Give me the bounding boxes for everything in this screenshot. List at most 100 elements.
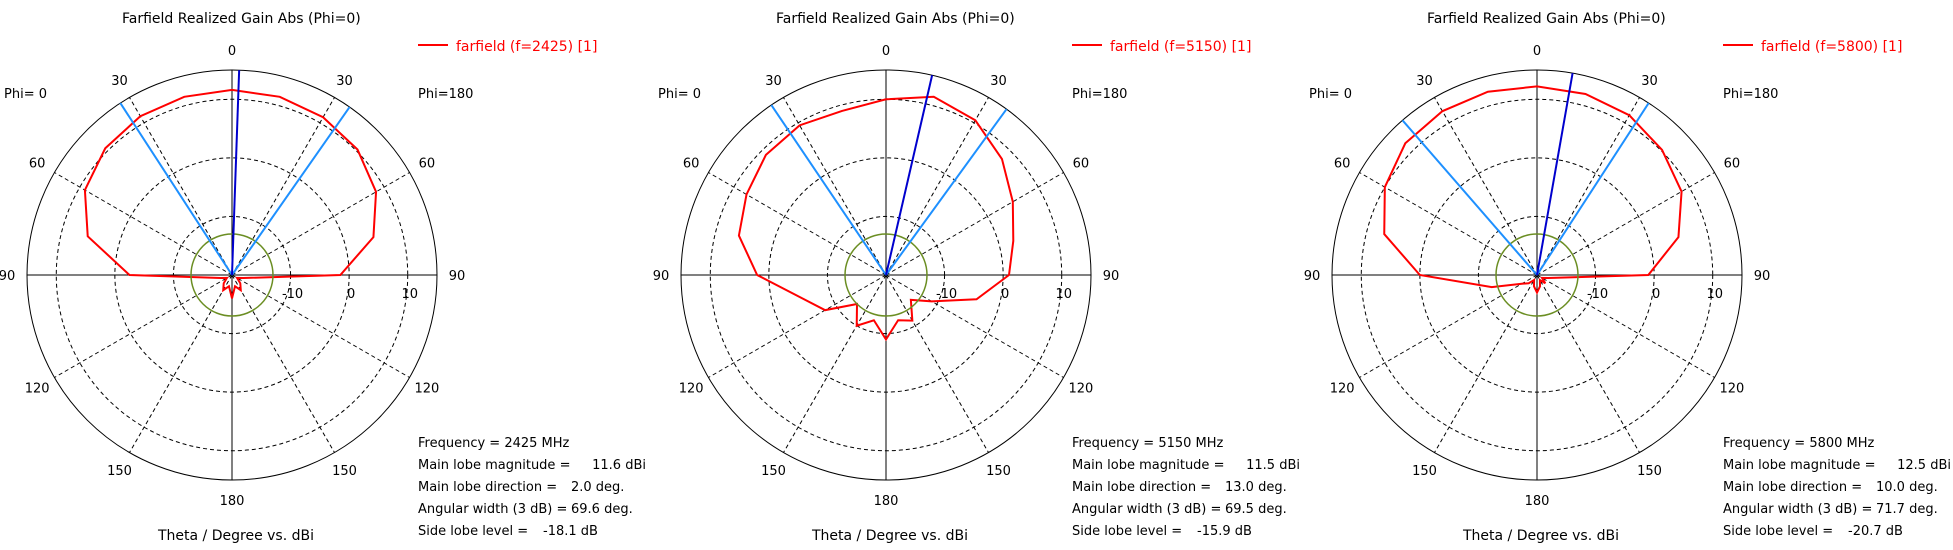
angle-grid-line xyxy=(231,172,410,276)
info-side-lobe-level-label: Side lobe level = xyxy=(1072,524,1182,539)
info-side-lobe-level-value: -18.1 dB xyxy=(543,524,598,539)
info-side-lobe-level-label: Side lobe level = xyxy=(1723,524,1833,539)
angle-tick-label: 150 xyxy=(1412,464,1437,479)
radial-tick-label: -10 xyxy=(936,287,957,302)
angle-tick-label: 30 xyxy=(111,74,128,89)
angle-grid-line xyxy=(54,274,233,378)
angle-tick-label: 30 xyxy=(1416,74,1433,89)
info-main-lobe-magnitude-value: 11.5 dBi xyxy=(1246,458,1300,473)
phi-left-label: Phi= 0 xyxy=(4,87,47,102)
angle-grid-line xyxy=(885,97,989,276)
radial-tick-label: 0 xyxy=(1001,287,1009,302)
x-axis-label: Theta / Degree vs. dBi xyxy=(157,528,314,544)
angle-grid-line xyxy=(129,97,233,276)
angle-tick-label: 150 xyxy=(761,464,786,479)
legend-label: farfield (f=5150) [1] xyxy=(1110,39,1251,55)
info-angular-width-value: 69.5 deg. xyxy=(1225,502,1287,517)
angle-tick-label: 180 xyxy=(1525,494,1550,509)
info-frequency: Frequency = 5150 MHz xyxy=(1072,436,1224,451)
angle-grid-line xyxy=(783,274,887,453)
angle-tick-label: 90 xyxy=(0,269,15,284)
main-lobe-line xyxy=(885,75,934,276)
x-axis-label: Theta / Degree vs. dBi xyxy=(1462,528,1619,544)
x-axis-label: Theta / Degree vs. dBi xyxy=(811,528,968,544)
polar-chart-panel: 0 30 60 90 120 150 180 150 120 90 60 30 -10 0 10 Farfie… xyxy=(653,11,1300,544)
angle-tick-label: 120 xyxy=(25,382,50,397)
angle-tick-label: 90 xyxy=(653,269,670,284)
info-side-lobe-level-label: Side lobe level = xyxy=(418,524,528,539)
angle-tick-label: 0 xyxy=(1533,44,1541,59)
beamwidth-line xyxy=(119,102,233,276)
angle-grid-line xyxy=(1359,172,1538,276)
radial-tick-label: 10 xyxy=(401,287,418,302)
angle-tick-label: 60 xyxy=(1724,157,1741,172)
polar-chart-panel: 0 30 60 90 120 150 180 150 120 90 60 30 -10 0 10 Farfie… xyxy=(0,11,646,544)
angle-tick-label: 180 xyxy=(220,494,245,509)
angle-tick-label: 150 xyxy=(986,464,1011,479)
angle-tick-label: 150 xyxy=(107,464,132,479)
phi-left-label: Phi= 0 xyxy=(658,87,701,102)
angle-grid-line xyxy=(54,172,233,276)
info-main-lobe-direction-label: Main lobe direction = xyxy=(418,480,557,495)
angle-grid-line xyxy=(1536,274,1640,453)
radial-tick-label: -10 xyxy=(1587,287,1608,302)
angle-grid-line xyxy=(1536,274,1715,378)
legend-label: farfield (f=2425) [1] xyxy=(456,39,597,55)
phi-left-label: Phi= 0 xyxy=(1309,87,1352,102)
polar-chart-panel: 0 30 60 90 120 150 180 150 120 90 60 30 -10 0 10 Farfie… xyxy=(1304,11,1951,544)
gain-pattern-curve xyxy=(83,88,378,299)
angle-tick-label: 30 xyxy=(765,74,782,89)
angle-tick-label: 180 xyxy=(874,494,899,509)
info-frequency: Frequency = 5800 MHz xyxy=(1723,436,1875,451)
chart-title: Farfield Realized Gain Abs (Phi=0) xyxy=(776,11,1015,27)
angle-grid-line xyxy=(1536,97,1640,276)
angle-tick-label: 150 xyxy=(1637,464,1662,479)
angle-tick-label: 150 xyxy=(332,464,357,479)
info-frequency: Frequency = 2425 MHz xyxy=(418,436,570,451)
angle-tick-label: 120 xyxy=(1068,382,1093,397)
info-angular-width-label: Angular width (3 dB) = xyxy=(1723,502,1872,517)
beamwidth-line xyxy=(231,106,351,276)
chart-title: Farfield Realized Gain Abs (Phi=0) xyxy=(1427,11,1666,27)
info-angular-width-label: Angular width (3 dB) = xyxy=(418,502,567,517)
angle-grid-line xyxy=(885,172,1064,276)
angle-tick-label: 60 xyxy=(419,157,436,172)
angle-grid-line xyxy=(129,274,233,453)
legend-label: farfield (f=5800) [1] xyxy=(1761,39,1902,55)
gain-pattern-curve xyxy=(737,95,1015,342)
angle-grid-line xyxy=(231,274,335,453)
radial-tick-label: 0 xyxy=(347,287,355,302)
info-main-lobe-direction-label: Main lobe direction = xyxy=(1072,480,1211,495)
info-main-lobe-magnitude-value: 12.5 dBi xyxy=(1897,458,1951,473)
angle-grid-line xyxy=(231,274,410,378)
angle-grid-line xyxy=(1434,274,1538,453)
angle-tick-label: 120 xyxy=(679,382,704,397)
angle-tick-label: 60 xyxy=(29,157,46,172)
info-main-lobe-direction-value: 13.0 deg. xyxy=(1225,480,1287,495)
info-side-lobe-level-value: -20.7 dB xyxy=(1848,524,1903,539)
angle-grid-line xyxy=(783,97,887,276)
angle-tick-label: 90 xyxy=(1304,269,1321,284)
info-main-lobe-magnitude-label: Main lobe magnitude = xyxy=(418,458,570,473)
angle-tick-label: 30 xyxy=(336,74,353,89)
info-angular-width-label: Angular width (3 dB) = xyxy=(1072,502,1221,517)
radial-tick-label: 0 xyxy=(1652,287,1660,302)
angle-grid-line xyxy=(885,274,1064,378)
angle-grid-line xyxy=(1434,97,1538,276)
info-main-lobe-direction-value: 2.0 deg. xyxy=(571,480,624,495)
side-lobe-circle xyxy=(844,233,928,317)
phi-right-label: Phi=180 xyxy=(418,87,473,102)
angle-tick-label: 0 xyxy=(882,44,890,59)
main-lobe-line xyxy=(1536,72,1574,276)
side-lobe-circle xyxy=(190,233,274,317)
angle-grid-line xyxy=(1359,274,1538,378)
info-main-lobe-direction-value: 10.0 deg. xyxy=(1876,480,1938,495)
info-main-lobe-direction-label: Main lobe direction = xyxy=(1723,480,1862,495)
beamwidth-line xyxy=(885,108,1008,276)
angle-tick-label: 90 xyxy=(1103,269,1120,284)
angle-tick-label: 120 xyxy=(414,382,439,397)
angle-tick-label: 120 xyxy=(1719,382,1744,397)
info-angular-width-value: 71.7 deg. xyxy=(1876,502,1938,517)
angle-tick-label: 60 xyxy=(1334,157,1351,172)
